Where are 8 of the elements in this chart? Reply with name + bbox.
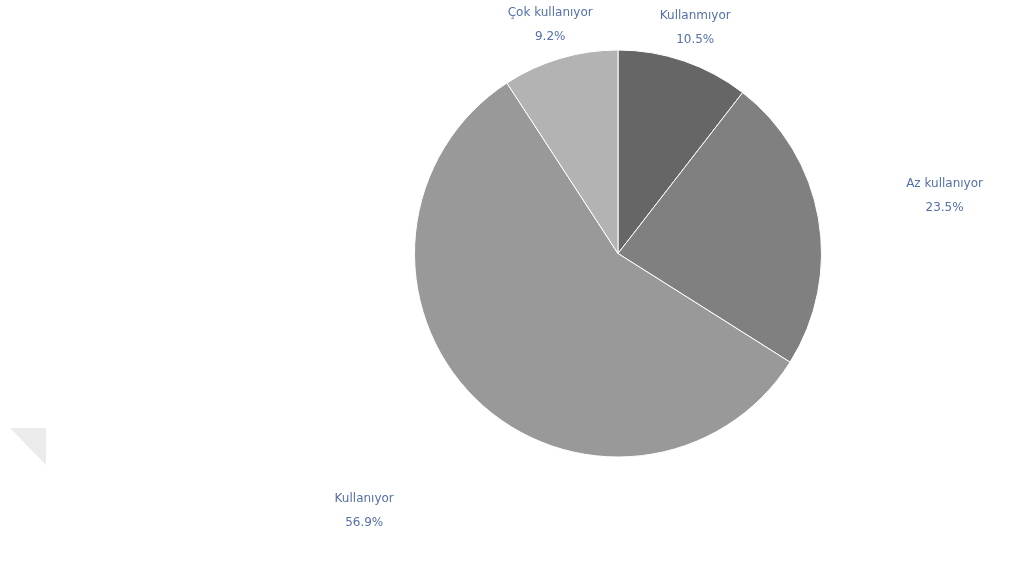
slice-label: Kullanıyor bbox=[334, 491, 394, 506]
slice-label: Çok kullanıyor bbox=[507, 5, 593, 20]
data-label: 56.9% bbox=[345, 515, 384, 530]
data-label: 9.2% bbox=[534, 29, 566, 44]
data-label: 10.5% bbox=[676, 31, 715, 46]
slice-label: Kullanmıyor bbox=[659, 7, 731, 22]
slice-label: Az kullanıyor bbox=[906, 176, 984, 191]
data-label: 23.5% bbox=[925, 200, 964, 215]
